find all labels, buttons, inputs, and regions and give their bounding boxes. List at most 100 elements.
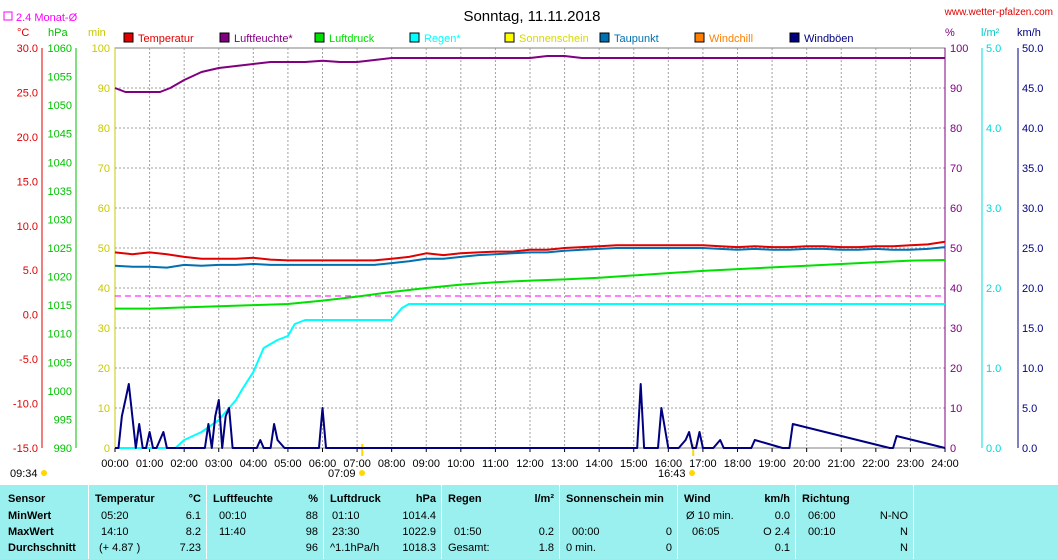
stats-wind-min-label: Ø 10 min. bbox=[686, 510, 734, 522]
temp-tick-label: -5.0 bbox=[19, 354, 38, 366]
pressure-tick-label: 1035 bbox=[48, 186, 72, 198]
stats-row-label-max: MaxWert bbox=[8, 526, 54, 538]
stats-col-empty bbox=[913, 485, 1058, 559]
x-tick-label: 24:00 bbox=[931, 458, 959, 470]
sunrise-icon bbox=[359, 470, 365, 476]
stats-rain-max-time: 01:50 bbox=[454, 526, 482, 538]
stats-col-temp: Temperatur °C 05:20 6.1 14:10 8.2 (+ 4.8… bbox=[88, 485, 207, 559]
stats-dir-max-val: N bbox=[900, 526, 908, 538]
temp-tick-label: 30.0 bbox=[17, 43, 38, 55]
x-tick-label: 15:00 bbox=[620, 458, 648, 470]
stats-header-rain: Regen bbox=[448, 493, 482, 505]
sunshine-tick-label: 30 bbox=[98, 323, 110, 335]
x-tick-label: 03:00 bbox=[205, 458, 233, 470]
wind-tick-label: 5.0 bbox=[1022, 403, 1037, 415]
stats-header-temp: Temperatur bbox=[95, 493, 155, 505]
pressure-tick-label: 1060 bbox=[48, 43, 72, 55]
x-tick-label: 12:00 bbox=[516, 458, 544, 470]
pressure-tick-label: 1015 bbox=[48, 300, 72, 312]
sunshine-tick-label: 70 bbox=[98, 163, 110, 175]
x-tick-label: 04:00 bbox=[240, 458, 268, 470]
wind-tick-label: 40.0 bbox=[1022, 123, 1043, 135]
x-tick-label: 20:00 bbox=[793, 458, 821, 470]
stats-rain-total-label: Gesamt: bbox=[448, 542, 490, 554]
stats-dir-avg-val: N bbox=[900, 542, 908, 554]
pressure-tick-label: 1025 bbox=[48, 243, 72, 255]
stats-col-sunshine: Sonnenschein min 00:00 0 0 min. 0 bbox=[559, 485, 678, 559]
wind-tick-label: 30.0 bbox=[1022, 203, 1043, 215]
x-tick-label: 17:00 bbox=[689, 458, 717, 470]
stats-wind-max-val: O 2.4 bbox=[763, 526, 790, 538]
stats-row-label-min: MinWert bbox=[8, 510, 52, 522]
chart-legend: Temperatur Luftfeuchte* Luftdruck Regen* Son… bbox=[123, 32, 854, 45]
humidity-tick-label: 20 bbox=[950, 363, 962, 375]
stats-sun-total-val: 0 bbox=[665, 542, 672, 554]
stats-wind-max-time: 06:05 bbox=[692, 526, 720, 538]
series-line-luftfeuchte bbox=[114, 55, 945, 93]
stats-dir-min-time: 06:00 bbox=[808, 510, 836, 522]
x-tick-label: 10:00 bbox=[447, 458, 475, 470]
stats-temp-min-time: 05:20 bbox=[101, 510, 129, 522]
legend-label: Temperatur bbox=[138, 33, 194, 45]
stats-col-wind: Wind km/h Ø 10 min. 0.0 06:05 O 2.4 0.1 bbox=[677, 485, 796, 559]
temp-tick-label: -15.0 bbox=[13, 443, 38, 455]
site-link[interactable]: www.wetter-pfalzen.com bbox=[944, 7, 1053, 18]
stats-press-max-time: 23:30 bbox=[332, 526, 360, 538]
legend-label: Taupunkt bbox=[614, 33, 659, 45]
stats-header-temp-unit: °C bbox=[188, 493, 201, 505]
x-tick-label: 07:00 bbox=[343, 458, 371, 470]
temp-tick-label: -10.0 bbox=[13, 399, 38, 411]
humidity-left-unit: min bbox=[88, 27, 106, 39]
month-avg-legend-icon bbox=[3, 11, 13, 21]
humidity-tick-label: 100 bbox=[950, 43, 968, 55]
x-tick-label: 23:00 bbox=[897, 458, 925, 470]
x-tick-label: 19:00 bbox=[758, 458, 786, 470]
humidity-tick-label: 90 bbox=[950, 83, 962, 95]
wind-tick-label: 15.0 bbox=[1022, 323, 1043, 335]
temp-tick-label: 15.0 bbox=[17, 176, 38, 188]
legend-label: Regen* bbox=[424, 33, 461, 45]
stats-press-min-time: 01:10 bbox=[332, 510, 360, 522]
wind-tick-label: 35.0 bbox=[1022, 163, 1043, 175]
humidity-tick-label: 40 bbox=[950, 283, 962, 295]
x-tick-label: 01:00 bbox=[136, 458, 164, 470]
rain-tick-label: 1.0 bbox=[986, 363, 1001, 375]
pressure-unit: hPa bbox=[48, 27, 68, 39]
stats-col-pressure: Luftdruck hPa 01:10 1014.4 23:30 1022.9 … bbox=[323, 485, 442, 559]
stats-table: Sensor MinWert MaxWert Durchschnitt Temp… bbox=[0, 485, 1058, 559]
stats-sun-total-label: 0 min. bbox=[566, 542, 596, 554]
x-tick-label: 06:00 bbox=[309, 458, 337, 470]
legend-swatch bbox=[219, 32, 230, 43]
stats-row-label-avg: Durchschnitt bbox=[8, 542, 76, 554]
legend-swatch bbox=[599, 32, 610, 43]
wind-tick-label: 45.0 bbox=[1022, 83, 1043, 95]
stats-hum-min-val: 88 bbox=[305, 510, 318, 522]
temp-unit: °C bbox=[17, 27, 29, 39]
series-line-taupunkt bbox=[114, 246, 946, 269]
x-tick-label: 22:00 bbox=[862, 458, 890, 470]
stats-wind-min-val: 0.0 bbox=[774, 510, 790, 522]
temp-tick-label: 20.0 bbox=[17, 132, 38, 144]
stats-col-direction: Richtung 06:00 N-NO 00:10 N N bbox=[795, 485, 914, 559]
sunshine-tick-label: 40 bbox=[98, 283, 110, 295]
humidity-tick-label: 30 bbox=[950, 323, 962, 335]
x-tick-label: 08:00 bbox=[378, 458, 406, 470]
chart-series bbox=[114, 55, 946, 449]
stats-press-min-val: 1014.4 bbox=[402, 510, 436, 522]
humidity-tick-label: 10 bbox=[950, 403, 962, 415]
humidity-tick-label: 70 bbox=[950, 163, 962, 175]
humidity-tick-label: 0 bbox=[950, 443, 956, 455]
rain-tick-label: 4.0 bbox=[986, 123, 1001, 135]
x-tick-label: 02:00 bbox=[170, 458, 198, 470]
sunset-time: 16:43 bbox=[658, 468, 686, 480]
stats-col-sensor: Sensor MinWert MaxWert Durchschnitt bbox=[0, 485, 88, 559]
legend-swatch bbox=[314, 32, 325, 43]
temp-tick-label: 10.0 bbox=[17, 221, 38, 233]
wind-tick-label: 10.0 bbox=[1022, 363, 1043, 375]
rain-tick-label: 3.0 bbox=[986, 203, 1001, 215]
stats-temp-avg-time: (+ 4.87 ) bbox=[99, 542, 141, 554]
legend-label: Sonnenschein bbox=[519, 33, 589, 45]
x-tick-label: 05:00 bbox=[274, 458, 302, 470]
weather-chart: 00:00 01:00 02:00 03:00 04:00 05:00 06:00 07:00… bbox=[3, 7, 1053, 480]
x-tick-label: 18:00 bbox=[724, 458, 752, 470]
